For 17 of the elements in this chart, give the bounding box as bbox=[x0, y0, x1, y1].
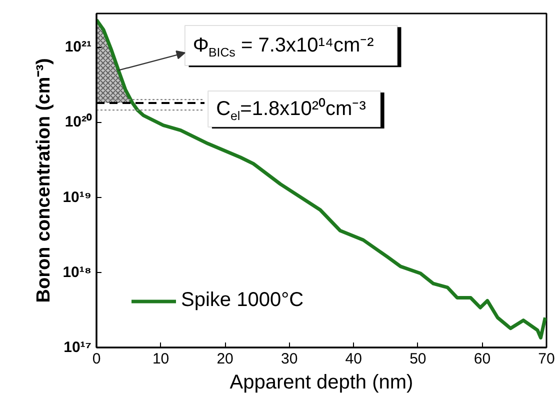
y-tick-label: 10²¹ bbox=[64, 38, 92, 56]
x-tick-label: 20 bbox=[216, 350, 234, 368]
y-tick-label: 10¹⁹ bbox=[62, 188, 92, 206]
x-tick-label: 10 bbox=[152, 350, 170, 368]
x-tick-label: 0 bbox=[92, 350, 101, 368]
x-tick-label: 40 bbox=[345, 350, 362, 368]
y-tick-label: 10²⁰ bbox=[64, 112, 92, 131]
line-series bbox=[96, 18, 546, 340]
y-axis-title: Boron concentration (cm⁻³) bbox=[34, 58, 55, 303]
x-tick-label: 60 bbox=[474, 350, 491, 368]
x-tick-label: 30 bbox=[281, 350, 298, 368]
x-tick-label: 50 bbox=[410, 350, 426, 368]
x-axis-title: Apparent depth (nm) bbox=[230, 372, 414, 394]
legend-label: Spike 1000°C bbox=[181, 289, 304, 312]
y-tick-label: 10¹⁸ bbox=[62, 264, 92, 281]
y-tick-label: 10¹⁷ bbox=[64, 339, 92, 356]
x-tick-label: 70 bbox=[538, 350, 555, 368]
